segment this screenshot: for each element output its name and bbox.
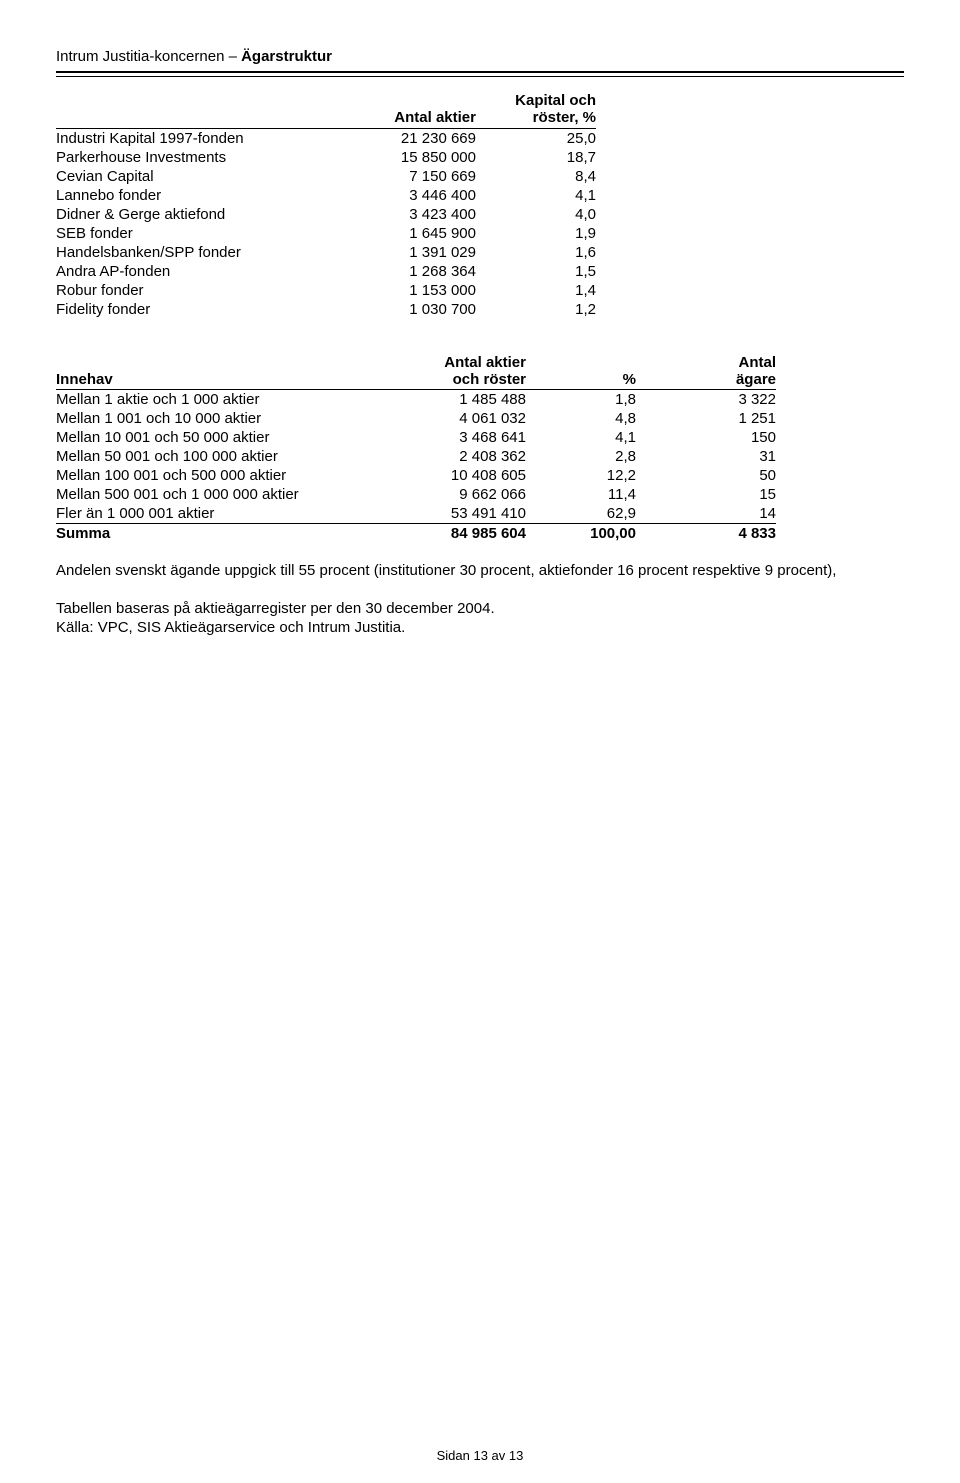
holding-range: Mellan 50 001 och 100 000 aktier xyxy=(56,447,376,466)
owner-shares: 1 030 700 xyxy=(346,300,476,319)
owner-name: Cevian Capital xyxy=(56,167,346,186)
owner-shares: 7 150 669 xyxy=(346,167,476,186)
owner-pct: 4,0 xyxy=(476,205,596,224)
table-row: Didner & Gerge aktiefond3 423 4004,0 xyxy=(56,205,596,224)
table-row: SEB fonder1 645 9001,9 xyxy=(56,224,596,243)
table-row: Cevian Capital7 150 6698,4 xyxy=(56,167,596,186)
table-row: Mellan 1 aktie och 1 000 aktier1 485 488… xyxy=(56,390,776,410)
holding-shares: 2 408 362 xyxy=(376,447,526,466)
holding-owners: 3 322 xyxy=(636,390,776,410)
owner-shares: 3 423 400 xyxy=(346,205,476,224)
table-row: Mellan 10 001 och 50 000 aktier3 468 641… xyxy=(56,428,776,447)
owner-shares: 15 850 000 xyxy=(346,148,476,167)
note-paragraph-2-3: Tabellen baseras på aktieägarregister pe… xyxy=(56,599,904,638)
holding-pct: 1,8 xyxy=(526,390,636,410)
table-row: Mellan 500 001 och 1 000 000 aktier9 662… xyxy=(56,485,776,504)
table-row: Parkerhouse Investments15 850 00018,7 xyxy=(56,148,596,167)
holding-owners: 14 xyxy=(636,504,776,524)
holding-shares: 3 468 641 xyxy=(376,428,526,447)
holding-pct: 62,9 xyxy=(526,504,636,524)
note-line-2: Tabellen baseras på aktieägarregister pe… xyxy=(56,599,904,619)
t2-head-shares: Antal aktier och röster xyxy=(376,353,526,390)
holding-range: Mellan 500 001 och 1 000 000 aktier xyxy=(56,485,376,504)
t1-head-shares: Antal aktier xyxy=(346,91,476,128)
owner-name: Fidelity fonder xyxy=(56,300,346,319)
total-shares: 84 985 604 xyxy=(376,524,526,544)
holding-pct: 2,8 xyxy=(526,447,636,466)
holding-shares: 4 061 032 xyxy=(376,409,526,428)
holding-shares: 9 662 066 xyxy=(376,485,526,504)
holding-owners: 31 xyxy=(636,447,776,466)
total-owners: 4 833 xyxy=(636,524,776,544)
t1-head-capital: Kapital och röster, % xyxy=(476,91,596,128)
owner-shares: 21 230 669 xyxy=(346,128,476,148)
title-rule-bottom xyxy=(56,76,904,77)
holding-owners: 1 251 xyxy=(636,409,776,428)
holding-owners: 50 xyxy=(636,466,776,485)
owner-pct: 25,0 xyxy=(476,128,596,148)
title-section: Ägarstruktur xyxy=(241,48,332,65)
holding-range: Fler än 1 000 001 aktier xyxy=(56,504,376,524)
holding-pct: 4,8 xyxy=(526,409,636,428)
holding-pct: 11,4 xyxy=(526,485,636,504)
total-label: Summa xyxy=(56,524,376,544)
table-row: Fler än 1 000 001 aktier53 491 41062,914 xyxy=(56,504,776,524)
owner-shares: 1 645 900 xyxy=(346,224,476,243)
holding-range: Mellan 10 001 och 50 000 aktier xyxy=(56,428,376,447)
table-row: Mellan 1 001 och 10 000 aktier4 061 0324… xyxy=(56,409,776,428)
table-row: Handelsbanken/SPP fonder1 391 0291,6 xyxy=(56,243,596,262)
table-row: Lannebo fonder3 446 4004,1 xyxy=(56,186,596,205)
table-total-row: Summa84 985 604100,004 833 xyxy=(56,524,776,544)
owner-pct: 8,4 xyxy=(476,167,596,186)
owner-name: Robur fonder xyxy=(56,281,346,300)
holding-shares: 1 485 488 xyxy=(376,390,526,410)
table-row: Robur fonder1 153 0001,4 xyxy=(56,281,596,300)
holding-pct: 4,1 xyxy=(526,428,636,447)
note-paragraph-1: Andelen svenskt ägande uppgick till 55 p… xyxy=(56,561,904,581)
owner-shares: 1 153 000 xyxy=(346,281,476,300)
note-line-3: Källa: VPC, SIS Aktieägarservice och Int… xyxy=(56,618,904,638)
owner-shares: 1 391 029 xyxy=(346,243,476,262)
holding-owners: 15 xyxy=(636,485,776,504)
owner-name: Parkerhouse Investments xyxy=(56,148,346,167)
table-row: Andra AP-fonden1 268 3641,5 xyxy=(56,262,596,281)
table-row: Fidelity fonder1 030 7001,2 xyxy=(56,300,596,319)
owner-pct: 1,6 xyxy=(476,243,596,262)
owner-pct: 1,4 xyxy=(476,281,596,300)
holdings-table: Innehav Antal aktier och röster % Antal … xyxy=(56,353,776,544)
title-company: Intrum Justitia-koncernen xyxy=(56,48,224,65)
owners-table: Antal aktier Kapital och röster, % Indus… xyxy=(56,91,596,319)
owner-name: Andra AP-fonden xyxy=(56,262,346,281)
owner-pct: 4,1 xyxy=(476,186,596,205)
holding-pct: 12,2 xyxy=(526,466,636,485)
t2-head-pct: % xyxy=(526,353,636,390)
table-row: Mellan 100 001 och 500 000 aktier10 408 … xyxy=(56,466,776,485)
total-pct: 100,00 xyxy=(526,524,636,544)
holding-shares: 10 408 605 xyxy=(376,466,526,485)
holding-owners: 150 xyxy=(636,428,776,447)
owner-name: Lannebo fonder xyxy=(56,186,346,205)
title-sep: – xyxy=(224,48,241,65)
owner-name: Handelsbanken/SPP fonder xyxy=(56,243,346,262)
holding-range: Mellan 1 001 och 10 000 aktier xyxy=(56,409,376,428)
table-row: Industri Kapital 1997-fonden21 230 66925… xyxy=(56,128,596,148)
owner-name: SEB fonder xyxy=(56,224,346,243)
owner-shares: 1 268 364 xyxy=(346,262,476,281)
holding-shares: 53 491 410 xyxy=(376,504,526,524)
holding-range: Mellan 100 001 och 500 000 aktier xyxy=(56,466,376,485)
owner-pct: 18,7 xyxy=(476,148,596,167)
owner-name: Didner & Gerge aktiefond xyxy=(56,205,346,224)
page-footer: Sidan 13 av 13 xyxy=(0,1448,960,1463)
owner-pct: 1,9 xyxy=(476,224,596,243)
holding-range: Mellan 1 aktie och 1 000 aktier xyxy=(56,390,376,410)
table-row: Mellan 50 001 och 100 000 aktier2 408 36… xyxy=(56,447,776,466)
owner-pct: 1,2 xyxy=(476,300,596,319)
owner-shares: 3 446 400 xyxy=(346,186,476,205)
t2-head-holding: Innehav xyxy=(56,353,376,390)
t1-head-blank xyxy=(56,91,346,128)
t2-head-owners: Antal ägare xyxy=(636,353,776,390)
page-title: Intrum Justitia-koncernen – Ägarstruktur xyxy=(56,48,904,65)
owner-name: Industri Kapital 1997-fonden xyxy=(56,128,346,148)
owner-pct: 1,5 xyxy=(476,262,596,281)
